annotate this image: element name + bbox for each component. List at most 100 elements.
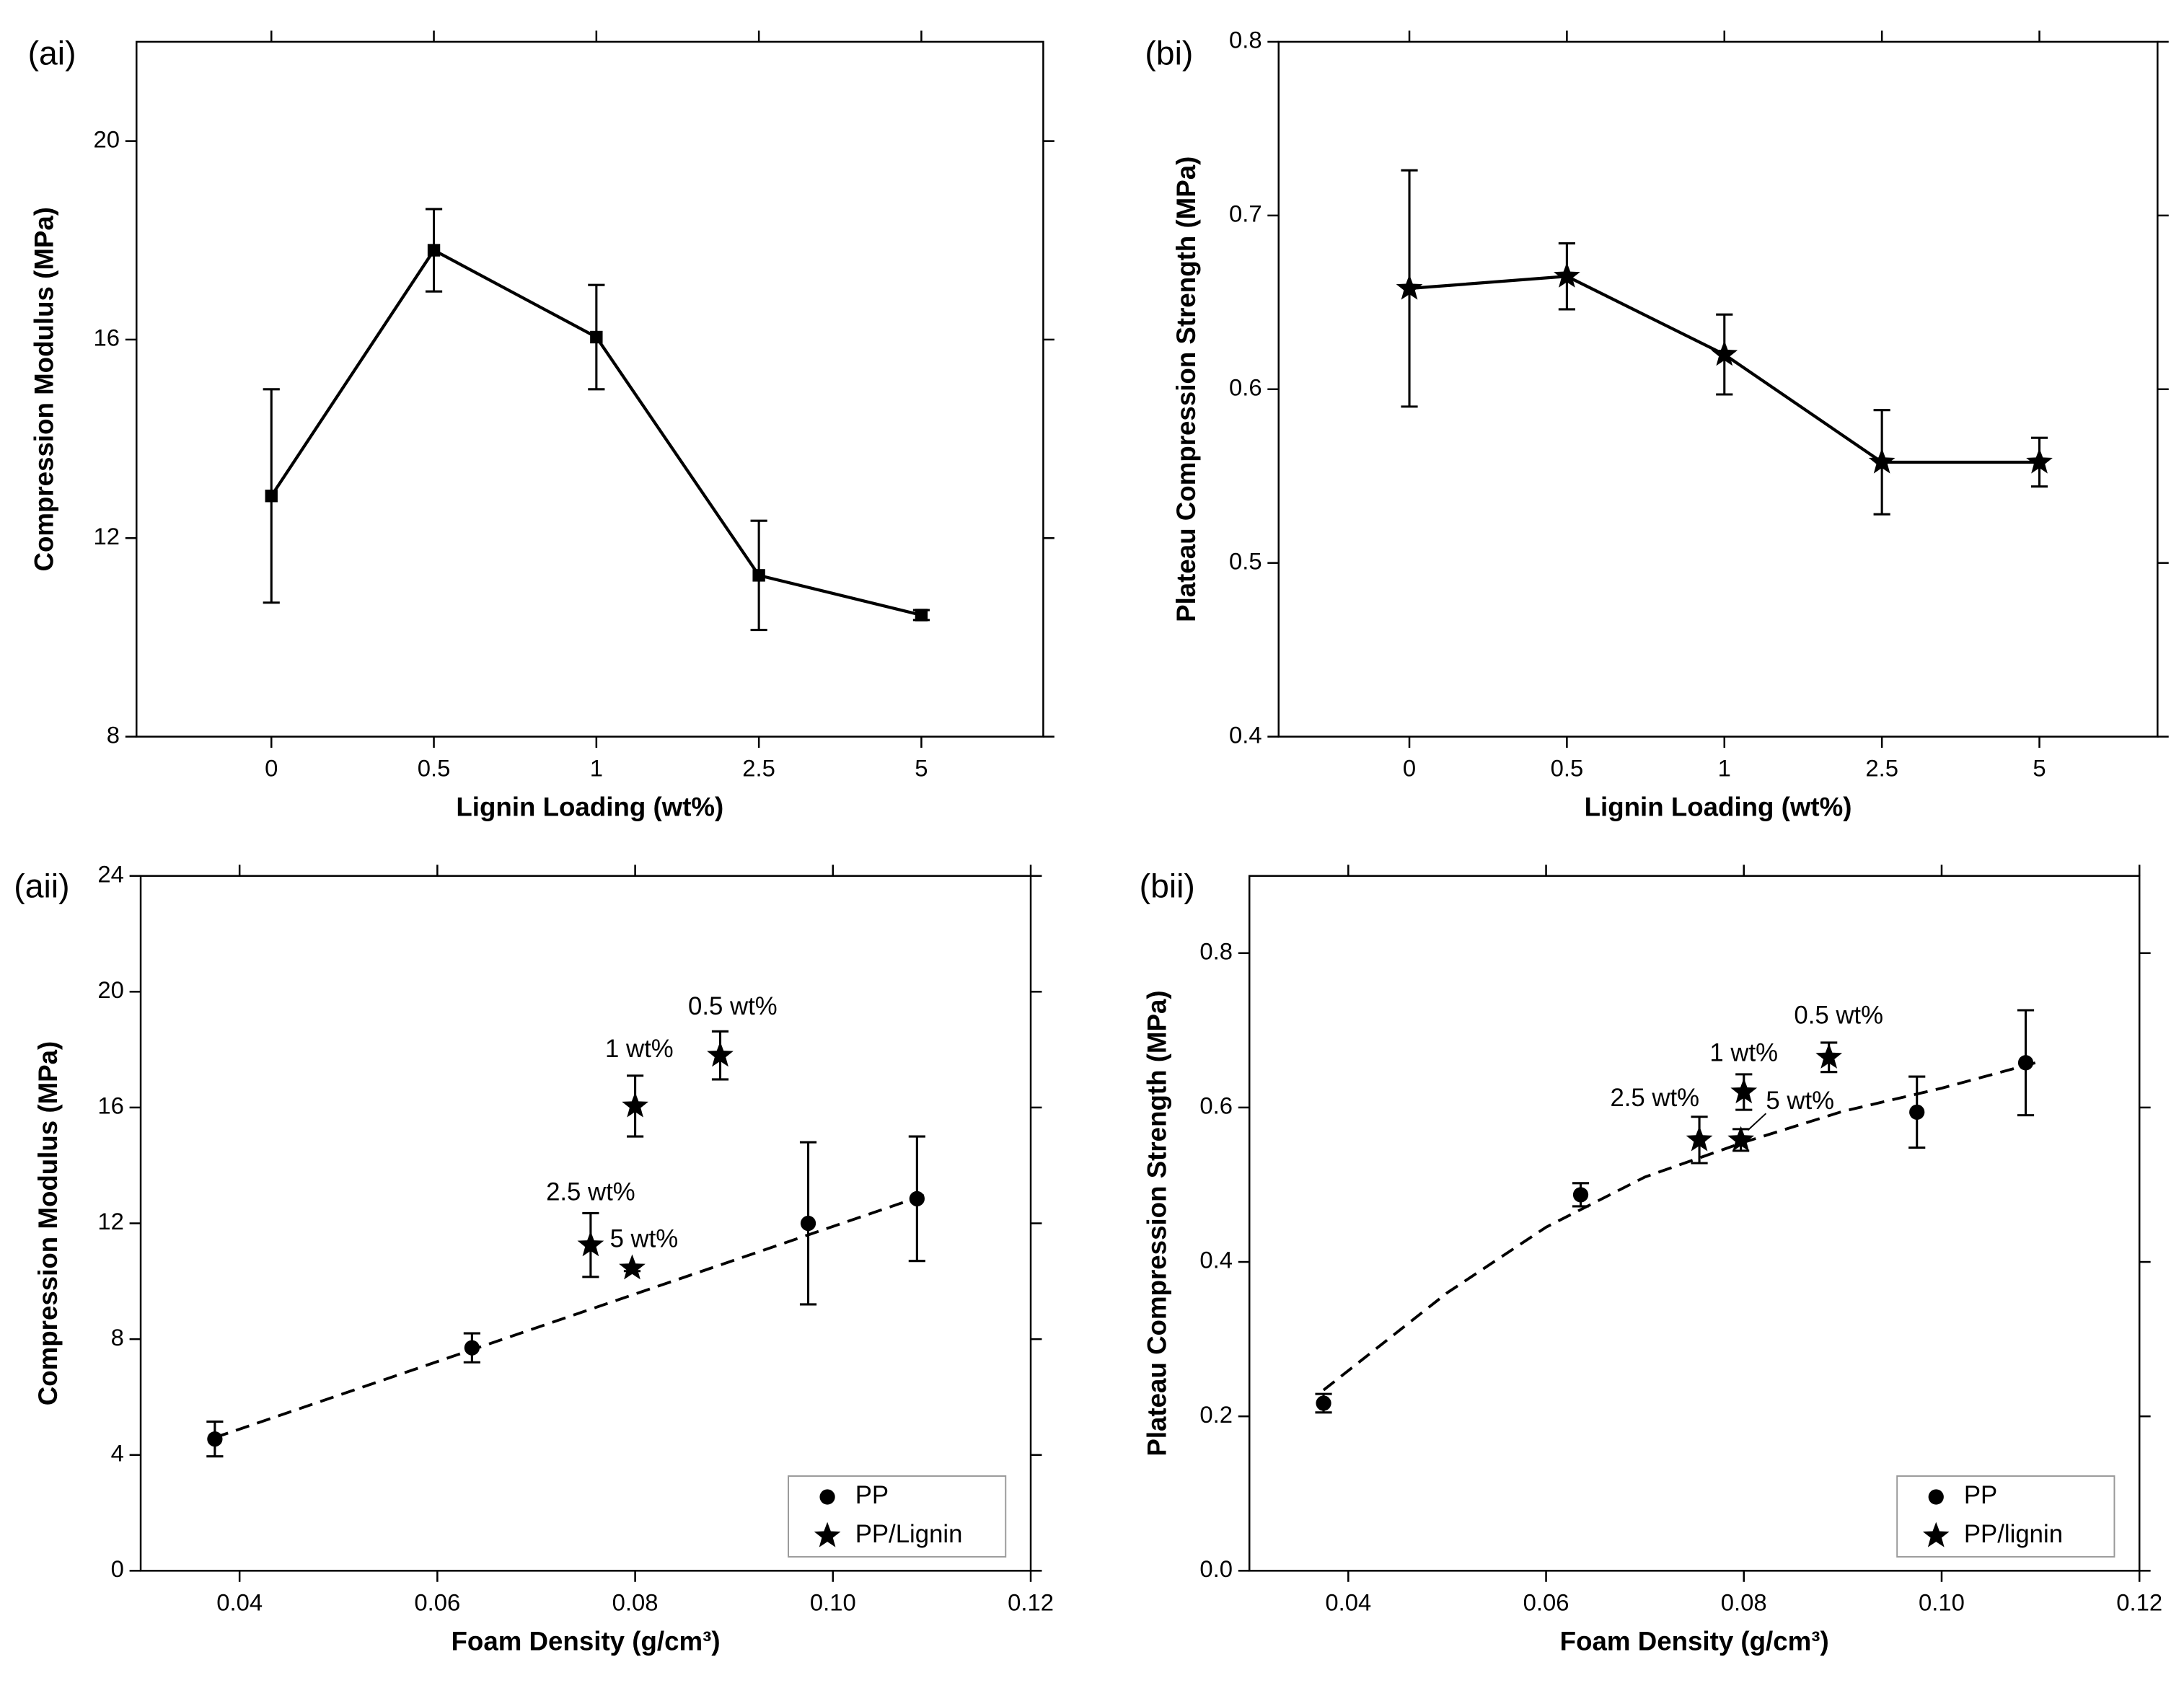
x-tick-label: 2.5 — [742, 755, 775, 782]
data-point — [1868, 448, 1895, 474]
annotation: 5 wt% — [1766, 1087, 1834, 1115]
data-point — [590, 330, 603, 344]
y-tick-label: 4 — [111, 1439, 124, 1466]
x-tick-label: 0 — [1403, 755, 1416, 782]
data-point — [1396, 274, 1423, 300]
x-tick-label: 0.08 — [612, 1589, 659, 1615]
x-tick-label: 0.04 — [216, 1589, 263, 1615]
legend-marker — [1922, 1521, 1950, 1547]
legend-label: PP/Lignin — [855, 1521, 963, 1548]
data-point — [1815, 1043, 1843, 1069]
data-point — [752, 569, 765, 582]
annotation: 1 wt% — [605, 1035, 674, 1063]
x-tick-label: 2.5 — [1865, 755, 1898, 782]
x-tick-label: 5 — [915, 755, 928, 782]
y-tick-label: 0 — [111, 1555, 124, 1582]
x-tick-label: 1 — [590, 755, 603, 782]
x-tick-label: 1 — [1718, 755, 1731, 782]
x-tick-label: 0.10 — [810, 1589, 856, 1615]
x-tick-label: 0.08 — [1721, 1589, 1767, 1615]
x-tick-label: 0.12 — [2116, 1589, 2162, 1615]
y-tick-label: 0.0 — [1199, 1555, 1233, 1582]
x-tick-label: 5 — [2033, 755, 2046, 782]
x-tick-label: 0.10 — [1919, 1589, 1965, 1615]
x-tick-label: 0.04 — [1325, 1589, 1371, 1615]
plot-frame — [135, 40, 1044, 738]
data-point — [915, 609, 928, 622]
y-tick-label: 16 — [94, 324, 120, 351]
legend-marker — [819, 1489, 835, 1505]
legend-marker — [814, 1521, 841, 1547]
data-point — [427, 244, 441, 257]
data-point — [1730, 1078, 1758, 1104]
y-tick-label: 12 — [94, 523, 120, 549]
annotation: 2.5 wt% — [546, 1178, 635, 1206]
data-point — [1711, 340, 1738, 366]
data-point — [2017, 1055, 2034, 1071]
panel-label: (aii) — [14, 867, 69, 904]
y-tick-label: 20 — [94, 125, 120, 152]
y-tick-label: 0.2 — [1199, 1401, 1233, 1428]
data-point — [265, 490, 278, 503]
data-point — [622, 1092, 648, 1118]
legend-label: PP/lignin — [1964, 1521, 2063, 1548]
data-point — [2026, 448, 2053, 474]
data-point — [1316, 1395, 1331, 1411]
x-tick-label: 0 — [265, 755, 278, 782]
y-tick-label: 20 — [97, 976, 124, 1003]
y-tick-label: 0.6 — [1229, 374, 1262, 400]
y-tick-label: 24 — [97, 860, 124, 887]
annotation: 2.5 wt% — [1610, 1085, 1699, 1112]
fit-line — [1322, 1061, 2036, 1392]
legend-marker — [1928, 1489, 1944, 1505]
plot-frame — [139, 875, 1032, 1572]
legend-label: PP — [1964, 1482, 1997, 1509]
y-axis-label: Compression Modulus (MPa) — [29, 207, 58, 572]
x-axis-label: Foam Density (g/cm³) — [1560, 1626, 1829, 1656]
data-point — [207, 1431, 223, 1447]
y-tick-label: 8 — [111, 1324, 124, 1351]
panel-label: (ai) — [28, 35, 76, 72]
panel-label: (bii) — [1140, 867, 1195, 904]
data-point — [1554, 262, 1580, 288]
x-axis-label: Lignin Loading (wt%) — [1585, 792, 1852, 822]
y-tick-label: 16 — [97, 1092, 124, 1119]
x-tick-label: 0.5 — [418, 755, 451, 782]
data-point — [1727, 1126, 1755, 1152]
data-point — [577, 1231, 604, 1257]
x-axis-label: Foam Density (g/cm³) — [452, 1626, 721, 1656]
data-point — [707, 1041, 734, 1067]
x-tick-label: 0.06 — [1523, 1589, 1569, 1615]
x-tick-label: 0.12 — [1008, 1589, 1054, 1615]
y-tick-label: 8 — [107, 721, 120, 748]
y-tick-label: 0.5 — [1229, 547, 1262, 574]
y-tick-label: 0.8 — [1199, 937, 1233, 964]
y-tick-label: 12 — [97, 1208, 124, 1234]
data-point — [464, 1340, 480, 1356]
legend-label: PP — [855, 1482, 889, 1509]
data-point — [619, 1254, 646, 1280]
data-point — [909, 1191, 925, 1207]
y-tick-label: 0.6 — [1199, 1092, 1233, 1119]
annotation: 1 wt% — [1709, 1040, 1778, 1067]
y-axis-label: Compression Modulus (MPa) — [33, 1041, 63, 1405]
fit-line — [214, 1193, 928, 1439]
data-point — [1572, 1187, 1589, 1203]
y-tick-label: 0.4 — [1199, 1247, 1233, 1273]
data-point — [1909, 1104, 1925, 1120]
x-axis-label: Lignin Loading (wt%) — [456, 792, 723, 822]
y-tick-label: 0.4 — [1229, 721, 1262, 748]
annotation: 0.5 wt% — [688, 993, 778, 1020]
annotation: 0.5 wt% — [1794, 1002, 1883, 1029]
y-tick-label: 0.7 — [1229, 200, 1262, 227]
y-axis-label: Plateau Compression Strength (MPa) — [1142, 990, 1171, 1456]
annotation-leader — [1747, 1113, 1767, 1131]
data-point — [800, 1215, 816, 1232]
data-point — [1686, 1126, 1713, 1152]
plot-frame — [1248, 875, 2141, 1572]
x-tick-label: 0.06 — [414, 1589, 460, 1615]
y-tick-label: 0.8 — [1229, 27, 1262, 53]
panel-label: (bi) — [1145, 35, 1193, 72]
